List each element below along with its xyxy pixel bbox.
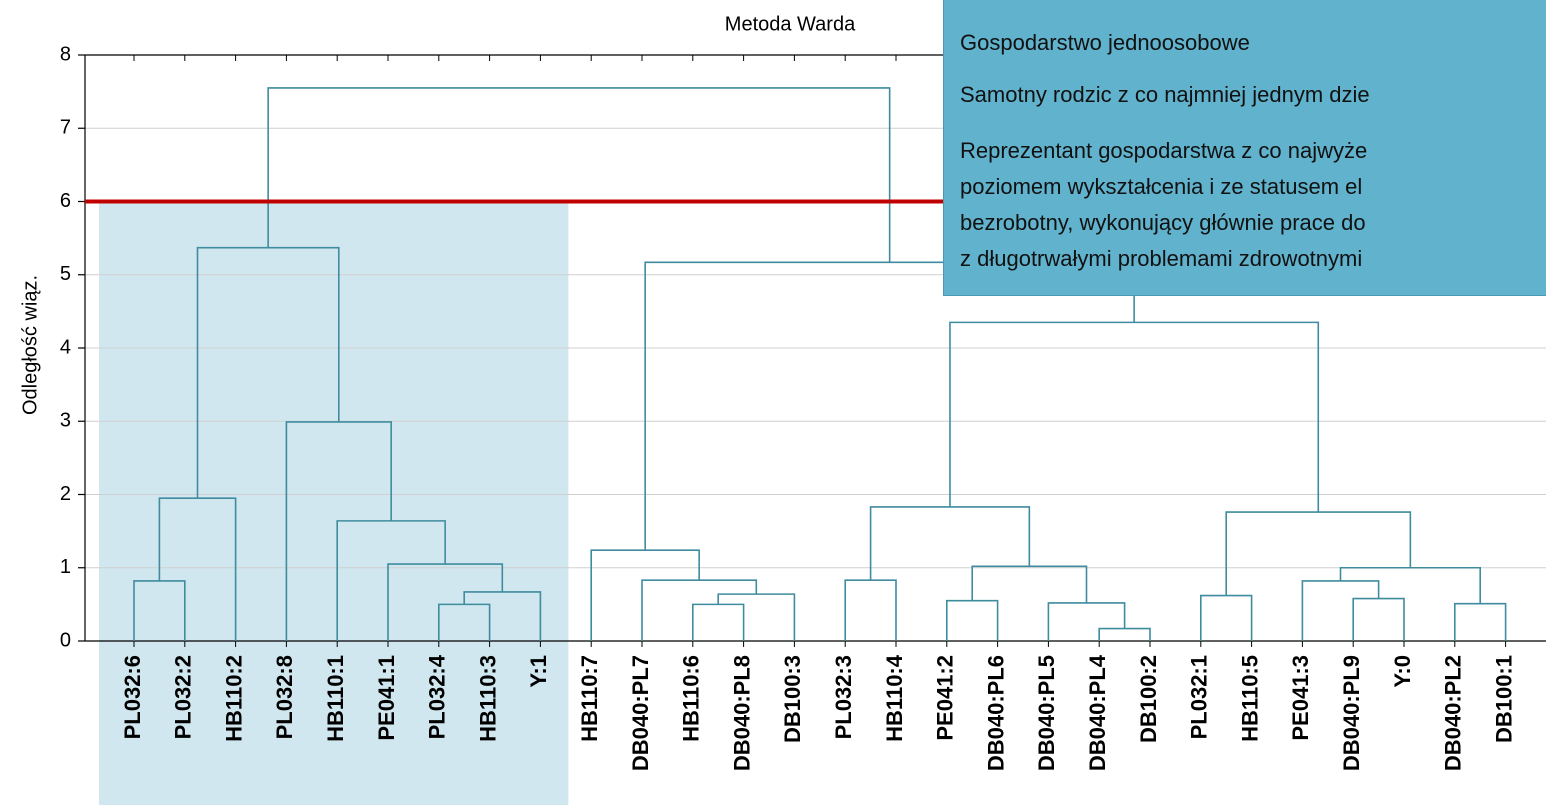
y-tick-label: 2: [60, 483, 71, 505]
leaf-label: HB110:4: [882, 654, 907, 742]
y-tick-label: 5: [60, 263, 71, 285]
leaf-label: PE041:3: [1288, 655, 1313, 741]
merge-link: [869, 506, 1031, 581]
merge-link: [1225, 511, 1412, 596]
leaf-label: PL032:4: [425, 654, 450, 739]
leaf-label: PL032:6: [120, 655, 145, 739]
leaf-label: DB100:1: [1491, 655, 1516, 743]
leaf-label: DB040:PL5: [1034, 655, 1059, 771]
leaf-label: DB040:PL7: [628, 655, 653, 771]
leaf-label: DB040:PL4: [1085, 654, 1110, 771]
annotation-line: bezrobotny, wykonujący głównie prace do: [960, 210, 1366, 235]
leaf-label: PL032:2: [171, 655, 196, 739]
annotation-box: Gospodarstwo jednoosobowe Samotny rodzic …: [943, 0, 1546, 296]
merge-link: [1098, 627, 1151, 641]
merge-link: [692, 603, 745, 641]
leaf-label: PE041:2: [933, 655, 958, 741]
leaf-label: HB110:1: [323, 655, 348, 742]
merge-link: [267, 87, 891, 263]
merge-link: [1047, 602, 1126, 641]
y-tick-label: 4: [60, 336, 71, 358]
y-tick-label: 0: [60, 629, 71, 651]
leaf-label: Y:0: [1390, 655, 1415, 688]
leaf-label: HB110:5: [1237, 655, 1262, 742]
cluster-shade: [99, 201, 569, 805]
leaf-label: HB110:7: [577, 655, 602, 742]
leaf-label: DB040:PL6: [983, 655, 1008, 771]
chart-title: Metoda Warda: [725, 13, 856, 35]
annotation-line: Samotny rodzic z co najmniej jednym dzie: [960, 82, 1370, 107]
merge-link: [971, 565, 1088, 603]
y-tick-label: 1: [60, 556, 71, 578]
merge-link: [1454, 602, 1507, 641]
annotation-line: Gospodarstwo jednoosobowe: [960, 30, 1250, 55]
leaf-label: PL032:1: [1187, 655, 1212, 739]
annotation-line: z długotrwałymi problemami zdrowotnymi: [960, 246, 1363, 271]
leaf-label: DB100:2: [1136, 655, 1161, 743]
dendrogram: [133, 87, 1507, 641]
merge-link: [196, 246, 340, 499]
merge-link: [1352, 597, 1405, 641]
y-tick-label: 6: [60, 190, 71, 212]
y-tick-label: 7: [60, 117, 71, 139]
leaf-label: PL032:3: [831, 655, 856, 739]
merge-link: [844, 579, 897, 641]
annotation-line: poziomem wykształcenia i ze statusem el: [960, 174, 1363, 199]
merge-link: [158, 497, 237, 641]
merge-link: [285, 421, 392, 641]
merge-link: [1301, 580, 1380, 641]
leaf-label: PL032:8: [272, 655, 297, 739]
y-axis-label: Odległość wiąz.: [19, 275, 41, 415]
leaf-label: PE041:1: [374, 655, 399, 741]
merge-link: [949, 321, 1320, 513]
merge-link: [641, 579, 758, 641]
merge-link: [946, 599, 999, 641]
leaf-label: HB110:3: [475, 655, 500, 742]
leaf-label: Y:1: [526, 655, 551, 688]
annotation-line: Reprezentant gospodarstwa z co najwyże: [960, 138, 1368, 163]
leaf-label: DB040:PL9: [1339, 655, 1364, 771]
merge-link: [717, 593, 796, 641]
merge-link: [590, 549, 700, 641]
leaf-label: DB100:3: [780, 655, 805, 743]
leaf-label: DB040:PL8: [729, 655, 754, 771]
leaf-label: DB040:PL2: [1441, 655, 1466, 771]
leaf-label: HB110:2: [221, 655, 246, 742]
merge-link: [387, 563, 504, 641]
y-tick-label: 3: [60, 410, 71, 432]
merge-link: [1200, 594, 1253, 641]
y-tick-label: 8: [60, 43, 71, 65]
shade-layer: [99, 201, 569, 805]
leaf-label: HB110:6: [679, 655, 704, 742]
